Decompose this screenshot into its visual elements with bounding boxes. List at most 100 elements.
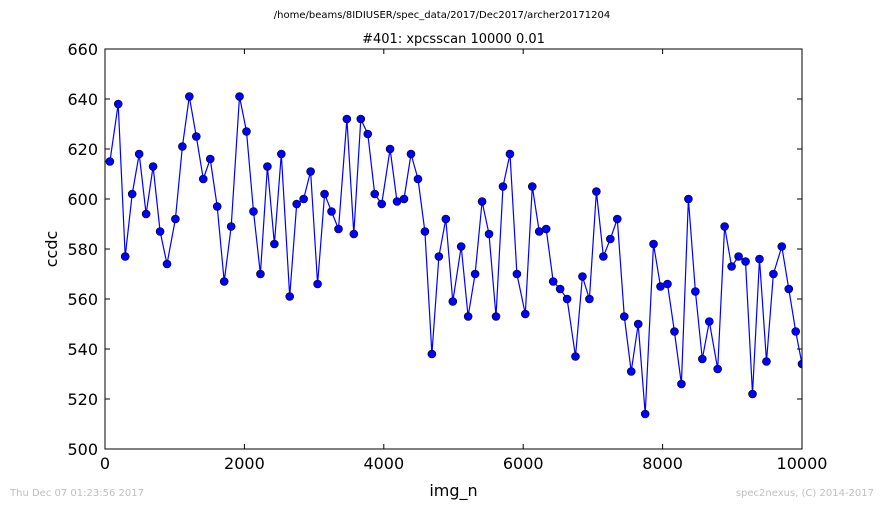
data-point [134, 149, 144, 159]
data-point [505, 149, 515, 159]
data-point [585, 294, 594, 304]
data-point [463, 312, 473, 321]
data-point [370, 189, 380, 199]
data-point [127, 189, 137, 199]
data-point [148, 162, 158, 171]
data-point [349, 229, 359, 239]
data-point [498, 182, 508, 191]
data-point [606, 234, 615, 244]
x-axis-label: img_n [429, 481, 477, 501]
data-point [592, 187, 601, 196]
data-point [178, 142, 187, 151]
data-point [755, 254, 764, 264]
data-point [377, 199, 387, 209]
data-point [249, 207, 258, 216]
data-point [363, 129, 373, 139]
footer-copyright: spec2nexus, (C) 2014-2017 [735, 488, 874, 499]
y-tick-label: 640 [67, 90, 98, 109]
data-point [491, 312, 501, 321]
data-point [427, 349, 437, 359]
data-point [256, 269, 265, 279]
y-tick-label: 600 [67, 190, 98, 209]
data-point [578, 272, 587, 281]
y-tick-label: 580 [67, 240, 98, 259]
data-point [212, 202, 222, 211]
plot-frame [104, 48, 803, 450]
series-line [109, 96, 802, 415]
x-tick-label: 2000 [224, 454, 265, 473]
data-point [704, 317, 714, 326]
data-point [677, 379, 686, 389]
data-point [313, 279, 322, 289]
y-tick-label: 520 [67, 390, 98, 409]
data-point [797, 359, 802, 369]
data-point [691, 287, 700, 296]
x-tick-label: 8000 [642, 454, 683, 473]
y-tick-label: 560 [67, 290, 98, 309]
data-point [113, 99, 123, 109]
data-point [306, 167, 315, 176]
data-point [784, 284, 794, 294]
data-point [599, 252, 608, 261]
data-point [727, 262, 736, 271]
figure-suptitle: /home/beams/8IDIUSER/spec_data/2017/Dec2… [273, 10, 611, 21]
data-point [198, 174, 208, 184]
data-point [263, 162, 272, 171]
data-point [527, 182, 537, 191]
data-point [105, 157, 115, 166]
data-point [663, 279, 672, 289]
data-point [192, 132, 201, 141]
data-point [571, 352, 580, 361]
data-point [342, 114, 352, 124]
data-point [720, 222, 729, 231]
data-point [406, 149, 416, 159]
data-point [219, 277, 229, 286]
data-point [541, 224, 551, 234]
data-point [242, 127, 251, 136]
y-tick-label: 660 [67, 40, 98, 59]
x-tick-label: 4000 [363, 454, 404, 473]
chart-title: #401: xpcsscan 10000 0.01 [362, 32, 545, 47]
data-point [434, 252, 444, 261]
data-point [285, 292, 295, 301]
data-point [791, 327, 801, 336]
data-point [713, 364, 722, 374]
data-point [420, 227, 430, 236]
data-point [684, 194, 693, 204]
y-tick-label: 540 [67, 340, 98, 359]
data-point [470, 269, 480, 279]
data-point [477, 197, 487, 206]
data-point [162, 259, 172, 269]
data-point [626, 367, 636, 376]
axes: 0 2000 4000 6000 8000 10000 500 520 540 560 580 600… [67, 40, 827, 473]
x-tick-label: 6000 [503, 454, 544, 473]
data-point [292, 199, 301, 209]
data-point [226, 222, 236, 231]
data-point [320, 189, 329, 199]
data-point [413, 174, 423, 184]
data-point [612, 214, 622, 224]
data-point [356, 114, 366, 124]
y-tick-label: 620 [67, 140, 98, 159]
data-point [399, 194, 409, 204]
data-point [769, 269, 778, 279]
data-point [670, 327, 679, 336]
data-point [548, 277, 558, 286]
data-point [562, 294, 572, 304]
data-point [205, 154, 215, 164]
data-point [441, 214, 451, 224]
data-point [484, 229, 494, 239]
data-point [120, 252, 130, 261]
data-point [141, 209, 151, 219]
data-point [698, 354, 707, 364]
data-point [555, 284, 565, 294]
data-point [385, 144, 395, 154]
data-point [762, 357, 771, 366]
data-point [270, 239, 279, 249]
data-point [155, 227, 165, 236]
data-point [456, 242, 466, 251]
x-tick-label: 10000 [777, 454, 828, 473]
plot-area [105, 92, 802, 419]
data-point [741, 257, 750, 266]
